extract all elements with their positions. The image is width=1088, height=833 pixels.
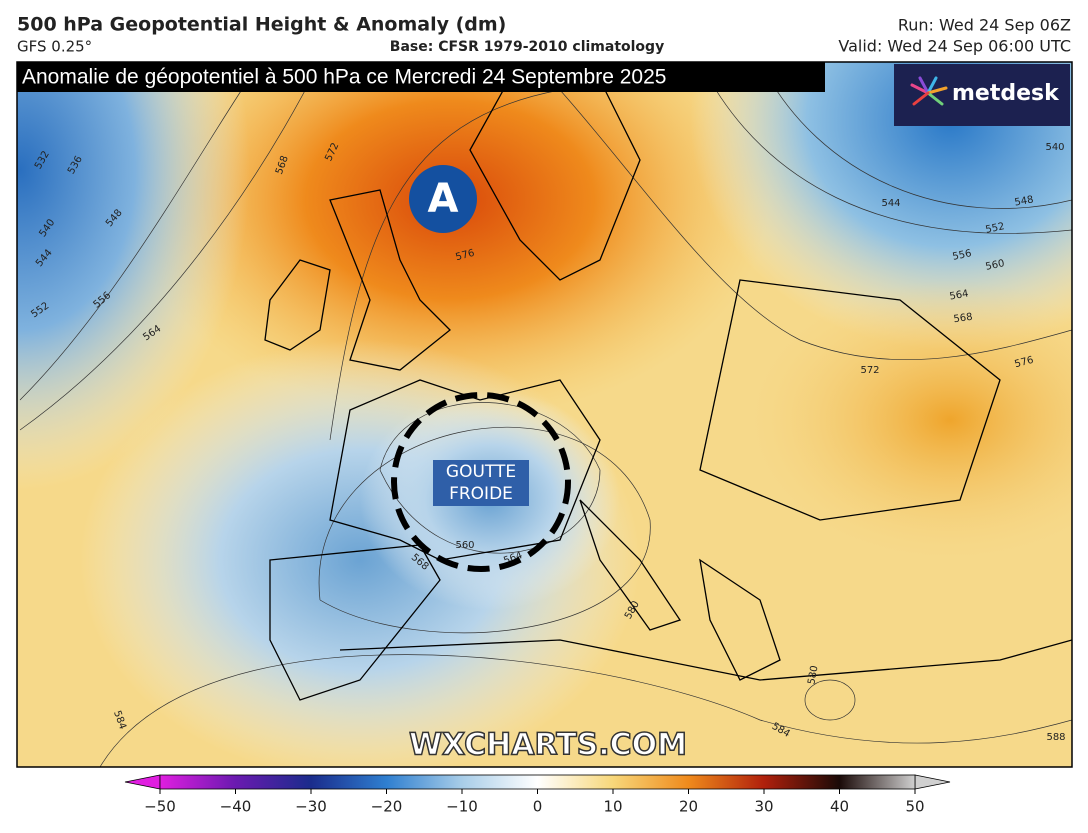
cold-drop-label: FROIDE [449, 484, 513, 504]
contour-label: 540 [1045, 142, 1064, 153]
contour-label: 560 [985, 258, 1006, 273]
contour-label: 548 [1014, 194, 1035, 208]
contour-label: 568 [953, 312, 973, 326]
cold-drop-bg [433, 460, 529, 506]
colorbar-tick-label: −40 [220, 798, 252, 816]
contour-label: 564 [949, 288, 970, 302]
colorbar-tick-label: 20 [679, 798, 698, 816]
banner: Anomalie de géopotentiel à 500 hPa ce Me… [22, 66, 666, 89]
watermark: WXCHARTS.COM [409, 728, 687, 763]
contour-label: 552 [985, 221, 1006, 236]
banner-bg [17, 62, 825, 92]
colorbar-tick-label: 0 [533, 798, 543, 816]
colorbar-tick-label: 10 [603, 798, 622, 816]
valid: Valid: Wed 24 Sep 06:00 UTC [838, 37, 1071, 56]
colorbar-tick-label: −30 [295, 798, 327, 816]
cold-drop-label: GOUTTE [446, 462, 516, 482]
base: Base: CFSR 1979-2010 climatology [390, 39, 664, 55]
colorbar-tick-label: 40 [830, 798, 849, 816]
contour-label: 576 [1013, 355, 1034, 371]
title: 500 hPa Geopotential Height & Anomaly (d… [17, 14, 506, 36]
colorbar: −50 −40 −30 −20 −10 0 10 20 30 40 50 [124, 774, 951, 816]
run: Run: Wed 24 Sep 06Z [898, 16, 1071, 35]
contour-label: 580 [806, 665, 820, 686]
colorbar-tick-label: 50 [905, 798, 924, 816]
contour-label: 560 [455, 540, 474, 551]
colorbar-tick-label: −10 [446, 798, 478, 816]
contour-label: 572 [860, 365, 879, 376]
high-marker: A [428, 176, 459, 222]
high-marker-bg [409, 165, 477, 233]
contour-label: 556 [952, 248, 973, 263]
map-field [17, 62, 1072, 767]
colorbar-tick-label: −20 [371, 798, 403, 816]
cold-drop-circle [391, 392, 571, 572]
contour-label: 588 [1046, 732, 1065, 743]
logo-text: metdesk [952, 81, 1060, 106]
logo-icon [910, 76, 948, 106]
model: GFS 0.25° [17, 38, 92, 56]
colorbar-tick-label: −50 [144, 798, 176, 816]
colorbar-tick-label: 30 [754, 798, 773, 816]
contour-label: 544 [881, 198, 900, 209]
contour-label: 576 [454, 248, 475, 264]
